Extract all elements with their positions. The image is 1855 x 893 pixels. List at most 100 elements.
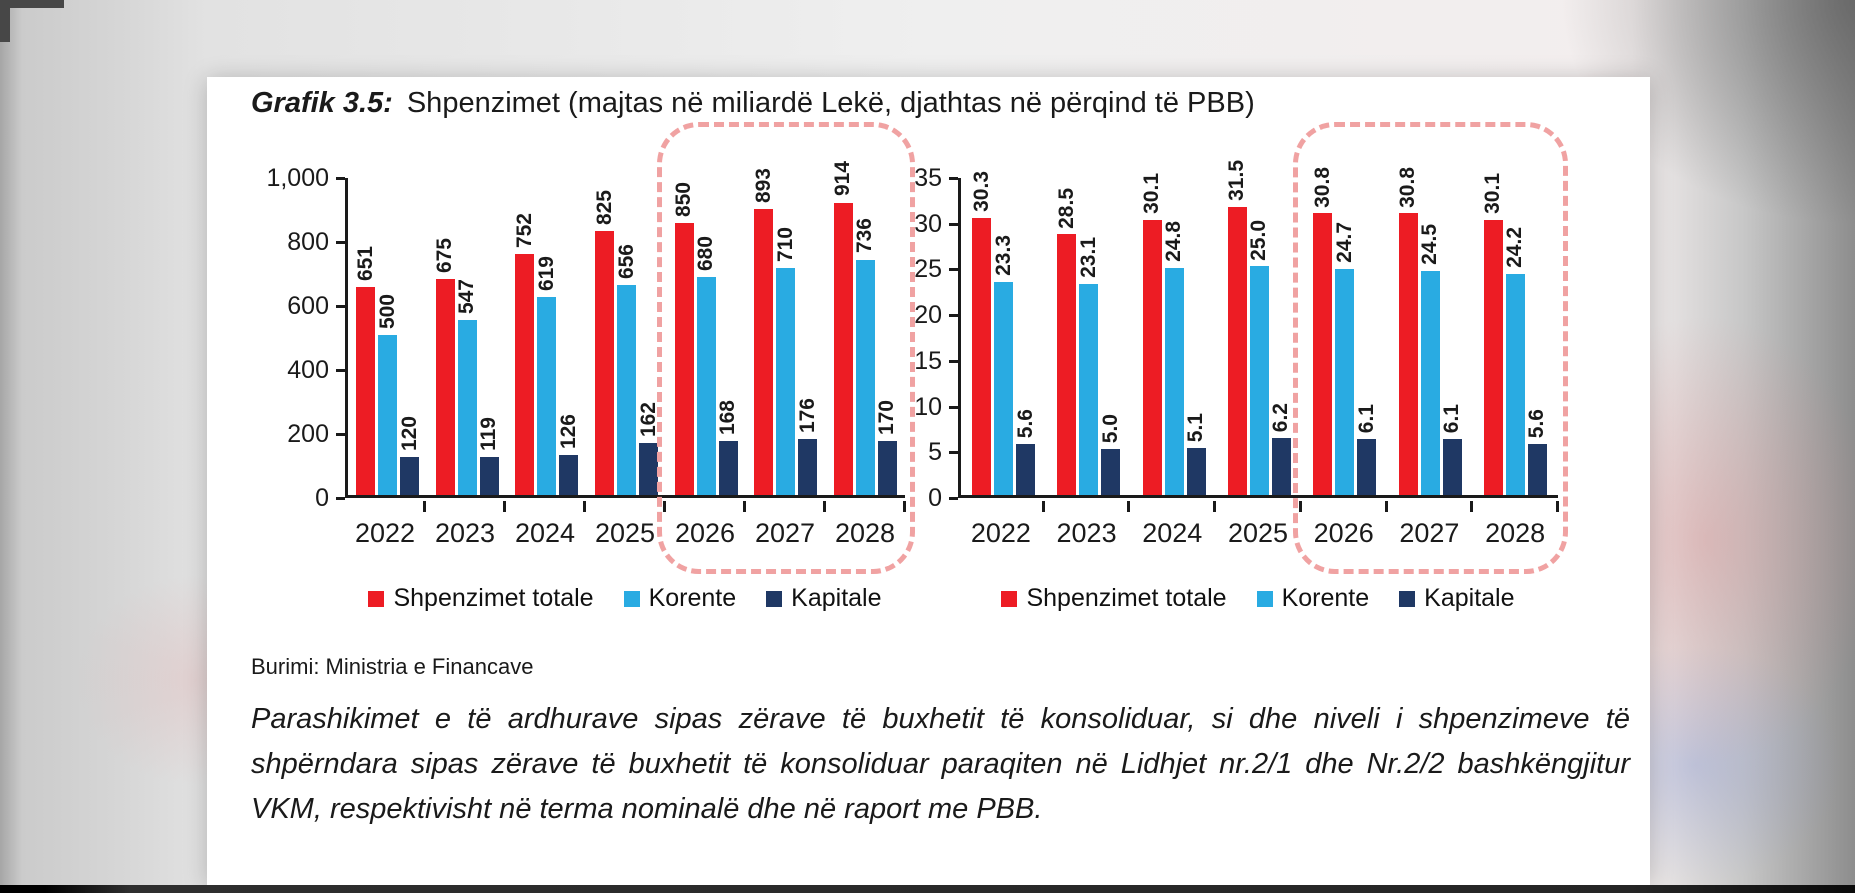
bar-group-2026: 850 680 168 xyxy=(666,182,746,495)
x-axis-tick-mark xyxy=(663,501,666,512)
category-label-2023: 2023 xyxy=(1056,518,1117,548)
plot-area: 30.3 23.3 5.6 28.5 23.1 5.0 30.1 24.8 5.1 31.5 25.… xyxy=(958,160,1558,498)
bar-korente-2028: 736 xyxy=(853,218,876,495)
bar-total-2024: 752 xyxy=(513,213,536,495)
bar-value-label: 24.5 xyxy=(1418,224,1442,265)
bar-total-2022: 30.3 xyxy=(970,171,993,495)
bar-korente-2026: 680 xyxy=(694,236,717,495)
category-label-2026: 2026 xyxy=(1313,518,1374,548)
y-axis-tick-label: 1,000 xyxy=(266,164,329,192)
bar-value-label: 5.6 xyxy=(1013,408,1037,438)
legend-swatch-kapitale xyxy=(766,590,783,607)
y-axis-tick-label: 0 xyxy=(315,484,329,512)
bar-value-label: 651 xyxy=(353,245,377,281)
bar-group-2023: 675 547 119 xyxy=(428,238,508,495)
legend-label: Kapitale xyxy=(1424,584,1515,612)
bar-group-2022: 651 500 120 xyxy=(348,246,428,495)
bar-value-label: 30.1 xyxy=(1481,172,1505,214)
bar-value-label: 752 xyxy=(512,213,536,249)
bar-total-2027: 30.8 xyxy=(1396,167,1419,495)
bar-value-label: 168 xyxy=(716,400,740,436)
bar-kapitale-2027: 176 xyxy=(796,398,819,495)
bar-korente-2022: 500 xyxy=(376,294,399,495)
bar-group-2027: 30.8 24.5 6.1 xyxy=(1387,167,1472,495)
bar-kapitale-2025: 162 xyxy=(637,402,660,495)
bar-group-2026: 30.8 24.7 6.1 xyxy=(1302,167,1387,495)
x-axis-tick-mark xyxy=(1298,501,1302,512)
y-axis-tick-label: 0 xyxy=(928,484,942,512)
bar-groups-row: 651 500 120 675 547 119 752 619 126 825 656 162 850 6… xyxy=(348,161,905,495)
bar-total-2025: 825 xyxy=(593,190,616,495)
bar-total-2026: 850 xyxy=(672,182,695,495)
bar-korente-2027: 710 xyxy=(774,227,797,495)
legend-item-total: Shpenzimet totale xyxy=(1001,584,1227,613)
bar-total-2025: 31.5 xyxy=(1225,160,1248,495)
y-axis-tick-mark xyxy=(949,451,958,455)
y-axis-tick-label: 800 xyxy=(287,228,329,256)
bar-kapitale-2026: 6.1 xyxy=(1355,404,1378,495)
bar-value-label: 28.5 xyxy=(1054,187,1078,229)
bar-kapitale-2026: 168 xyxy=(716,400,739,495)
legend-swatch-kapitale xyxy=(1399,590,1416,607)
x-axis-tick-mark xyxy=(503,501,506,512)
bar-value-label: 710 xyxy=(773,226,797,262)
legend-swatch-korente xyxy=(1256,590,1273,607)
bar-group-2025: 825 656 162 xyxy=(587,190,667,495)
legend-label: Kapitale xyxy=(791,584,882,612)
bar-total-2022: 651 xyxy=(354,246,377,495)
legend-label: Korente xyxy=(1281,584,1370,612)
bar-korente-2028: 24.2 xyxy=(1503,227,1526,495)
y-axis-tick-mark xyxy=(949,497,958,500)
bar-value-label: 850 xyxy=(672,181,696,217)
bar-korente-2022: 23.3 xyxy=(992,235,1015,495)
bar-value-label: 500 xyxy=(375,293,399,329)
bar-value-label: 23.1 xyxy=(1076,236,1100,278)
footnote-paragraph: Parashikimet e të ardhurave sipas zërave… xyxy=(251,703,1630,825)
y-axis-tick-mark xyxy=(949,177,958,180)
y-axis-tick-mark xyxy=(336,369,345,372)
bar-korente-2025: 656 xyxy=(615,244,638,495)
bar-korente-2026: 24.7 xyxy=(1333,222,1356,495)
bar-korente-2025: 25.0 xyxy=(1247,220,1270,495)
document-page: Grafik 3.5: Shpenzimet (majtas në miliard… xyxy=(207,77,1650,885)
legend-swatch-total xyxy=(1001,590,1018,607)
x-axis-tick-mark xyxy=(583,501,586,512)
bar-value-label: 176 xyxy=(795,397,819,433)
category-label-2025: 2025 xyxy=(594,518,656,548)
bar-korente-2023: 547 xyxy=(455,279,478,495)
bar-value-label: 736 xyxy=(853,218,877,254)
bar-korente-2027: 24.5 xyxy=(1418,224,1441,495)
bar-group-2023: 28.5 23.1 5.0 xyxy=(1046,188,1131,495)
y-axis-tick-mark xyxy=(336,177,345,180)
legend-swatch-korente xyxy=(623,590,640,607)
x-axis-tick-mark xyxy=(1384,501,1388,512)
bar-kapitale-2027: 6.1 xyxy=(1440,404,1463,495)
bar-value-label: 6.2 xyxy=(1269,403,1293,433)
bar-value-label: 24.8 xyxy=(1162,221,1186,263)
category-label-2022: 2022 xyxy=(354,518,416,548)
y-axis-tick-label: 20 xyxy=(914,301,942,330)
x-axis-tick-mark xyxy=(1213,501,1217,512)
bar-value-label: 162 xyxy=(636,402,660,438)
bar-total-2023: 675 xyxy=(433,238,456,495)
bar-total-2023: 28.5 xyxy=(1055,188,1078,495)
category-label-2025: 2025 xyxy=(1227,518,1289,548)
bar-korente-2023: 23.1 xyxy=(1077,237,1100,495)
bar-value-label: 30.3 xyxy=(969,171,993,212)
category-label-2028: 2028 xyxy=(1485,518,1546,548)
bar-value-label: 656 xyxy=(614,244,638,280)
bar-korente-2024: 24.8 xyxy=(1162,221,1185,495)
bar-value-label: 547 xyxy=(455,278,479,314)
x-axis-tick-mark xyxy=(1127,501,1131,512)
bar-total-2028: 30.1 xyxy=(1481,173,1504,495)
bar-value-label: 31.5 xyxy=(1225,160,1249,201)
chart-expenditure-percent-gdp: 35 30 25 20 15 10 5 0 30.3 23.3 5.6 28.5 23.1 5.0 30.1… xyxy=(907,77,1597,637)
bar-value-label: 30.8 xyxy=(1310,166,1334,208)
bar-value-label: 619 xyxy=(534,255,558,291)
y-axis-tick-label: 35 xyxy=(914,164,942,192)
bar-value-label: 30.8 xyxy=(1396,166,1420,208)
bar-value-label: 893 xyxy=(751,168,775,204)
y-axis-tick-label: 5 xyxy=(928,438,942,467)
bar-value-label: 23.3 xyxy=(991,235,1015,276)
